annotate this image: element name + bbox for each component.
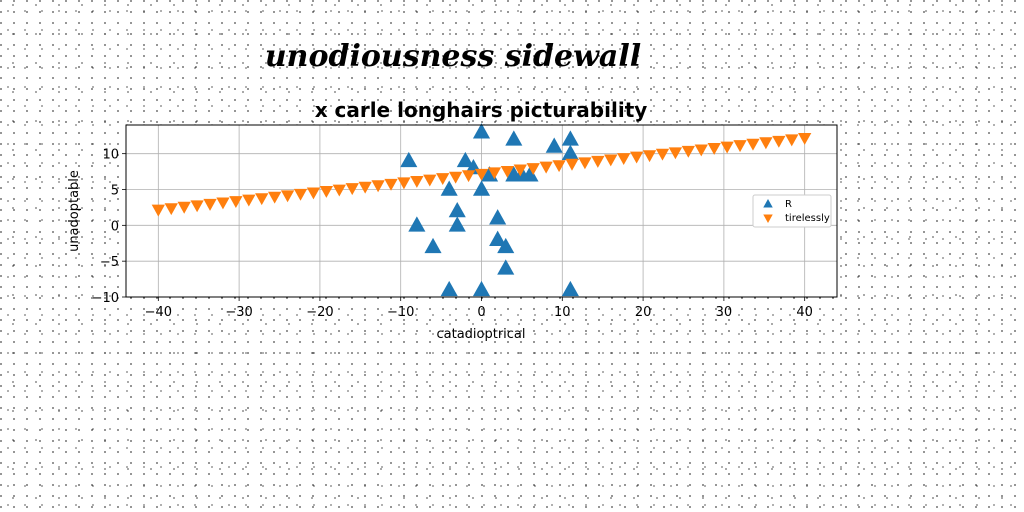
data-points	[151, 123, 812, 297]
x-tick-label: −20	[306, 305, 333, 320]
point-r	[440, 180, 458, 196]
point-tirelessly	[474, 168, 489, 181]
point-r	[472, 123, 491, 139]
y-tick-label: 0	[111, 219, 119, 234]
point-tirelessly	[539, 161, 553, 174]
point-tirelessly	[177, 201, 191, 214]
y-tick-label: 10	[102, 148, 119, 163]
point-tirelessly	[293, 188, 308, 201]
point-r	[424, 237, 442, 254]
point-r	[521, 166, 539, 182]
point-r	[497, 237, 515, 254]
point-r	[440, 280, 458, 297]
point-tirelessly	[164, 203, 178, 216]
point-tirelessly	[332, 184, 346, 197]
point-tirelessly	[720, 141, 734, 154]
point-tirelessly	[668, 147, 683, 160]
x-tick-label: 0	[477, 305, 485, 320]
x-tick-label: −30	[225, 305, 252, 320]
point-tirelessly	[345, 183, 359, 196]
point-tirelessly	[371, 180, 385, 193]
point-r	[448, 216, 466, 232]
point-tirelessly	[772, 135, 786, 148]
point-tirelessly	[655, 148, 670, 161]
point-tirelessly	[255, 193, 269, 206]
point-tirelessly	[785, 134, 799, 147]
x-tick-label: −40	[145, 305, 172, 320]
y-tick-label: −5	[100, 255, 119, 270]
x-tick-label: 40	[796, 305, 813, 320]
point-r	[472, 180, 491, 196]
legend-label-tirelessly: tirelessly	[785, 213, 830, 224]
point-tirelessly	[578, 157, 592, 170]
point-tirelessly	[190, 200, 204, 213]
point-r	[561, 130, 579, 146]
point-tirelessly	[436, 173, 450, 186]
x-tick-label: 20	[635, 305, 652, 320]
point-tirelessly	[216, 197, 230, 210]
point-tirelessly	[681, 145, 695, 158]
x-tick-label: 10	[554, 305, 571, 320]
point-tirelessly	[461, 170, 476, 183]
point-tirelessly	[565, 158, 579, 171]
point-tirelessly	[448, 171, 463, 184]
point-r	[489, 230, 507, 246]
point-tirelessly	[526, 163, 540, 175]
point-r	[408, 216, 426, 232]
chart-title: x carle longhairs picturability	[315, 98, 648, 122]
point-r	[489, 209, 507, 225]
point-tirelessly	[358, 181, 372, 194]
legend: R tirelessly	[752, 194, 832, 228]
point-tirelessly	[151, 204, 165, 217]
x-tick-label: −10	[387, 305, 414, 320]
point-tirelessly	[746, 138, 760, 151]
point-tirelessly	[229, 196, 243, 208]
point-tirelessly	[513, 164, 527, 177]
point-tirelessly	[733, 140, 747, 153]
legend-box	[752, 194, 832, 228]
figure-suptitle: unodiousness sidewall	[265, 39, 641, 74]
y-tick-label: 5	[111, 184, 119, 199]
point-r	[561, 280, 579, 297]
point-r	[448, 202, 466, 218]
point-r	[400, 151, 418, 168]
point-r	[545, 137, 563, 153]
y-tick-label: −10	[92, 291, 119, 306]
point-r	[497, 259, 515, 275]
point-tirelessly	[707, 143, 721, 155]
point-tirelessly	[410, 176, 424, 188]
point-tirelessly	[487, 167, 502, 180]
point-tirelessly	[759, 137, 773, 150]
y-axis-label: unadoptable	[67, 170, 82, 252]
x-axis-label: catadioptrical	[436, 327, 525, 342]
point-tirelessly	[397, 177, 411, 190]
point-tirelessly	[591, 155, 605, 168]
legend-label-r: R	[785, 199, 792, 210]
point-r	[561, 144, 579, 160]
axis-ticks: −40 −30 −20 −10 0 10 20 30 40 −10 −5 0 5 10	[92, 148, 813, 320]
point-tirelessly	[384, 178, 398, 191]
point-tirelessly	[642, 150, 657, 163]
point-tirelessly	[552, 160, 566, 173]
point-r	[472, 280, 491, 297]
legend-marker-r	[763, 199, 773, 208]
legend-marker-tirelessly	[763, 214, 773, 223]
point-tirelessly	[798, 133, 812, 145]
point-r	[505, 130, 523, 146]
x-tick-label: 30	[716, 305, 733, 320]
point-tirelessly	[617, 153, 631, 165]
point-tirelessly	[268, 191, 282, 204]
point-tirelessly	[242, 194, 256, 207]
point-tirelessly	[629, 151, 644, 164]
point-r	[456, 151, 474, 168]
point-tirelessly	[203, 198, 217, 211]
point-tirelessly	[319, 186, 334, 198]
point-tirelessly	[280, 190, 295, 203]
point-tirelessly	[604, 154, 618, 167]
point-tirelessly	[423, 174, 437, 187]
point-tirelessly	[500, 165, 515, 178]
point-tirelessly	[306, 187, 321, 200]
point-tirelessly	[694, 144, 708, 157]
